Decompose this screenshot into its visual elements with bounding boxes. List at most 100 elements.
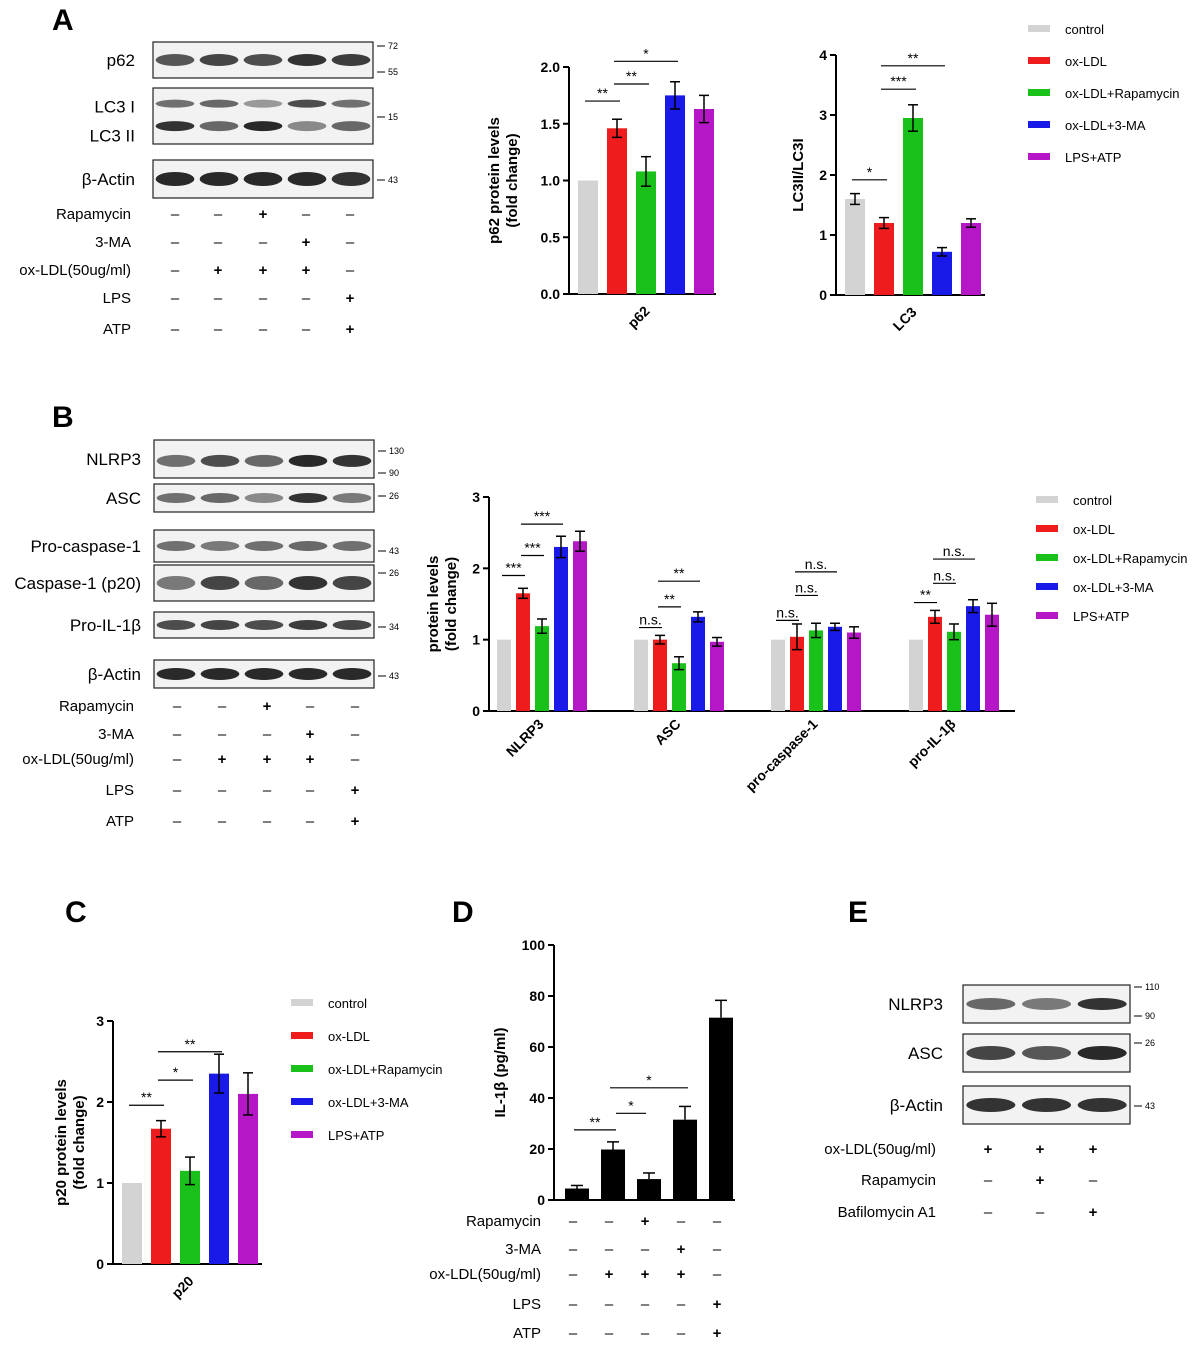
marker-weight: 130: [389, 446, 404, 456]
significance-label: **: [626, 68, 637, 84]
condition-sign: –: [984, 1204, 993, 1221]
significance-label: ***: [505, 559, 522, 575]
legend-entry: LPS+ATP: [328, 1128, 384, 1143]
bar-ox-LDL: [928, 616, 942, 711]
y-tick-label: 1: [819, 227, 827, 243]
significance-label: n.s.: [639, 612, 662, 628]
condition-label: Rapamycin: [466, 1213, 541, 1230]
bar: [601, 1149, 625, 1200]
legend-swatch: [291, 999, 313, 1006]
condition-sign: +: [984, 1141, 993, 1158]
blot-label: NLRP3: [888, 995, 943, 1014]
blot-label: LC3 I: [94, 97, 135, 116]
marker-weight: 26: [389, 491, 399, 501]
blot-band: [155, 121, 195, 132]
significance-label: *: [867, 164, 873, 180]
significance-label: *: [173, 1064, 179, 1080]
condition-sign: –: [641, 1325, 650, 1342]
condition-label: 3-MA: [98, 726, 134, 743]
condition-sign: –: [713, 1241, 722, 1258]
condition-sign: –: [173, 813, 182, 830]
y-axis-label: p20 protein levels: [53, 1079, 70, 1206]
blot-band: [288, 576, 328, 590]
blot-band: [200, 620, 240, 630]
y-tick-label: 1.5: [541, 116, 561, 132]
y-axis-label: (fold change): [443, 557, 460, 651]
blot-band: [966, 998, 1016, 1010]
bar-control: [845, 199, 865, 295]
condition-sign: +: [641, 1213, 650, 1230]
condition-sign: –: [171, 234, 180, 251]
y-tick-label: 0.0: [541, 286, 561, 302]
condition-sign: –: [263, 813, 272, 830]
condition-sign: +: [677, 1241, 686, 1258]
condition-sign: –: [214, 206, 223, 223]
significance-label: n.s.: [805, 556, 828, 572]
y-axis-label: (fold change): [71, 1095, 88, 1189]
y-tick-label: 100: [522, 937, 546, 953]
blot-band: [332, 541, 372, 551]
bar-control: [497, 639, 511, 711]
bar-ox-LDL+Rapamycin: [809, 630, 823, 711]
blot-label: β-Actin: [890, 1096, 943, 1115]
legend-swatch: [1036, 496, 1058, 503]
bar-ox-LDL+Rapamycin: [903, 118, 923, 295]
condition-sign: +: [605, 1266, 614, 1283]
bar-ox-LDL+Rapamycin: [636, 171, 656, 294]
bar-ox-LDL+3-MA: [665, 95, 685, 294]
condition-sign: +: [306, 751, 315, 768]
blot-band: [243, 99, 283, 108]
blot-label: ASC: [908, 1044, 943, 1063]
blot-band: [287, 99, 327, 108]
condition-sign: +: [713, 1325, 722, 1342]
y-tick-label: 0: [96, 1256, 104, 1272]
legend-swatch: [291, 1065, 313, 1072]
condition-sign: –: [171, 290, 180, 307]
marker-weight: 26: [389, 568, 399, 578]
y-tick-label: 1.0: [541, 173, 561, 189]
condition-sign: –: [218, 698, 227, 715]
condition-sign: –: [302, 321, 311, 338]
bar-ox-LDL+3-MA: [966, 606, 980, 711]
condition-sign: –: [306, 782, 315, 799]
chart-D-conditions: Rapamycin – – + – – 3-MA – – – + – ox-LDL(50ug/ml) – +…: [429, 1213, 722, 1342]
significance-label: ***: [534, 508, 551, 524]
blot-band: [332, 493, 372, 503]
condition-sign: –: [569, 1241, 578, 1258]
blot-band: [332, 454, 372, 467]
condition-sign: –: [605, 1241, 614, 1258]
legend-swatch: [1036, 525, 1058, 532]
significance-label: n.s.: [933, 567, 956, 583]
blot-band: [156, 668, 196, 680]
bar-ox-LDL: [151, 1128, 171, 1264]
condition-sign: –: [346, 234, 355, 251]
condition-sign: –: [173, 698, 182, 715]
condition-sign: +: [306, 726, 315, 743]
condition-sign: –: [569, 1296, 578, 1313]
condition-sign: –: [218, 813, 227, 830]
condition-sign: –: [218, 726, 227, 743]
condition-sign: +: [302, 262, 311, 279]
bar: [673, 1119, 697, 1200]
significance-label: **: [141, 1089, 152, 1105]
condition-label: Bafilomycin A1: [838, 1204, 936, 1221]
bar-ox-LDL+Rapamycin: [947, 631, 961, 711]
blot-band: [332, 576, 372, 590]
condition-sign: +: [263, 698, 272, 715]
blot-band: [155, 54, 195, 66]
marker-weight: 26: [1145, 1038, 1155, 1048]
y-tick-label: 0: [472, 703, 480, 719]
condition-sign: +: [259, 262, 268, 279]
bar-LPS+ATP: [961, 223, 981, 295]
legend-entry: ox-LDL+3-MA: [1065, 118, 1146, 133]
legend-swatch: [291, 1131, 313, 1138]
significance-label: ***: [524, 539, 541, 555]
legend-entry: ox-LDL: [1073, 522, 1115, 537]
condition-sign: –: [351, 751, 360, 768]
marker-weight: 15: [388, 112, 398, 122]
blot-label: NLRP3: [86, 450, 141, 469]
chart-A1: 0.0 0.5 1.0 1.5 2.0 p62 protein levels (fold c…: [486, 45, 716, 331]
bar-ox-LDL+3-MA: [209, 1073, 229, 1264]
condition-sign: –: [214, 290, 223, 307]
